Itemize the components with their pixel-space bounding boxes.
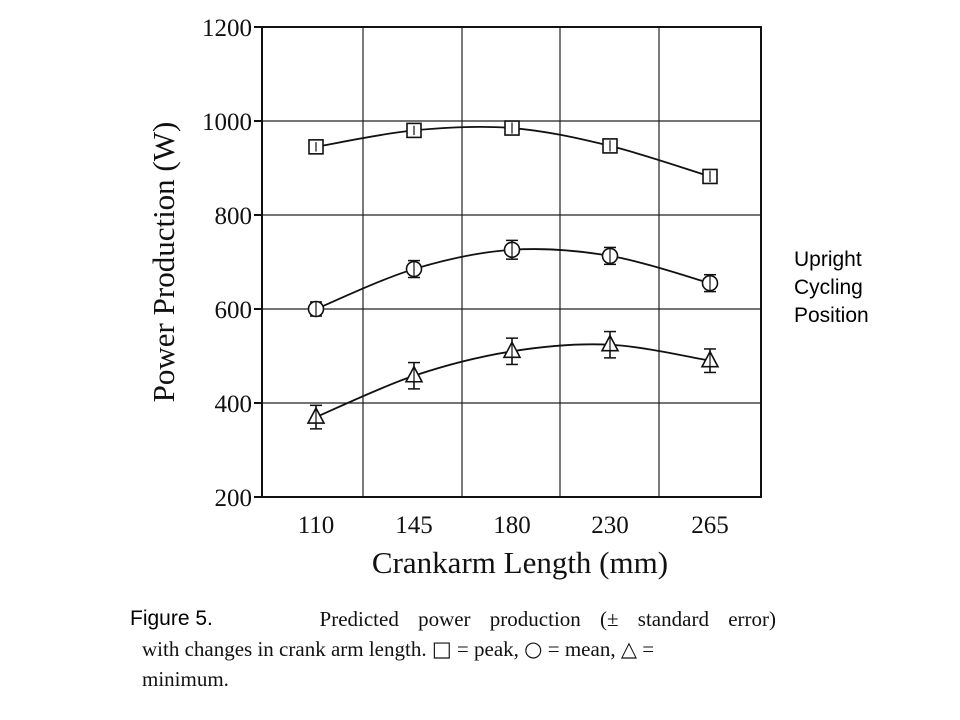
caption-figure-label: Figure 5. [130,607,213,630]
caption-line-2-text-d: = [642,637,655,661]
position-note-line-1: Upright [794,248,862,271]
series-peak [308,120,718,185]
caption-line-1: Figure 5. Predicted power production (± … [130,604,776,634]
x-tick-label: 230 [591,512,629,539]
triangle-symbol: △ [620,637,637,661]
caption-line-2-text-c: = mean, [547,637,616,661]
series-group [306,120,720,430]
series-minimum [306,330,720,430]
position-note: Upright Cycling Position [794,246,944,330]
plot-frame [261,26,762,498]
x-tick-label: 180 [493,512,531,539]
circle-symbol: ○ [524,637,543,661]
y-tick-label: 600 [215,297,253,324]
x-tick-label: 145 [395,512,433,539]
grid-lines [262,27,761,497]
caption-line-2: with changes in crank arm length. □ = pe… [130,634,780,664]
y-tick-label: 800 [215,203,253,230]
figure-caption: Figure 5. Predicted power production (± … [130,604,780,694]
series-mean [307,239,719,318]
square-symbol: □ [431,637,452,661]
position-note-line-3: Position [794,304,869,327]
caption-line-2-text-b: = peak, [456,637,519,661]
caption-line-2-text-a: with changes in crank arm length. [142,637,427,661]
y-tick-label: 200 [215,485,253,512]
y-tick-label: 1200 [202,15,252,42]
y-tick-label: 1000 [202,109,252,136]
series-line-mean [315,248,711,310]
y-tick-label: 400 [215,391,253,418]
x-axis-title: Crankarm Length (mm) [372,545,668,580]
caption-line-1-text: Predicted power production (± standard e… [319,607,776,631]
caption-line-3: minimum. [142,667,229,691]
position-note-line-2: Cycling [794,276,863,299]
x-tick-label: 110 [298,512,335,539]
x-axis: 110 145 180 230 265 [298,512,729,539]
y-axis-title: Power Production (W) [146,122,181,403]
x-tick-label: 265 [691,512,729,539]
y-axis: 200 400 600 800 1000 1200 [202,15,262,512]
